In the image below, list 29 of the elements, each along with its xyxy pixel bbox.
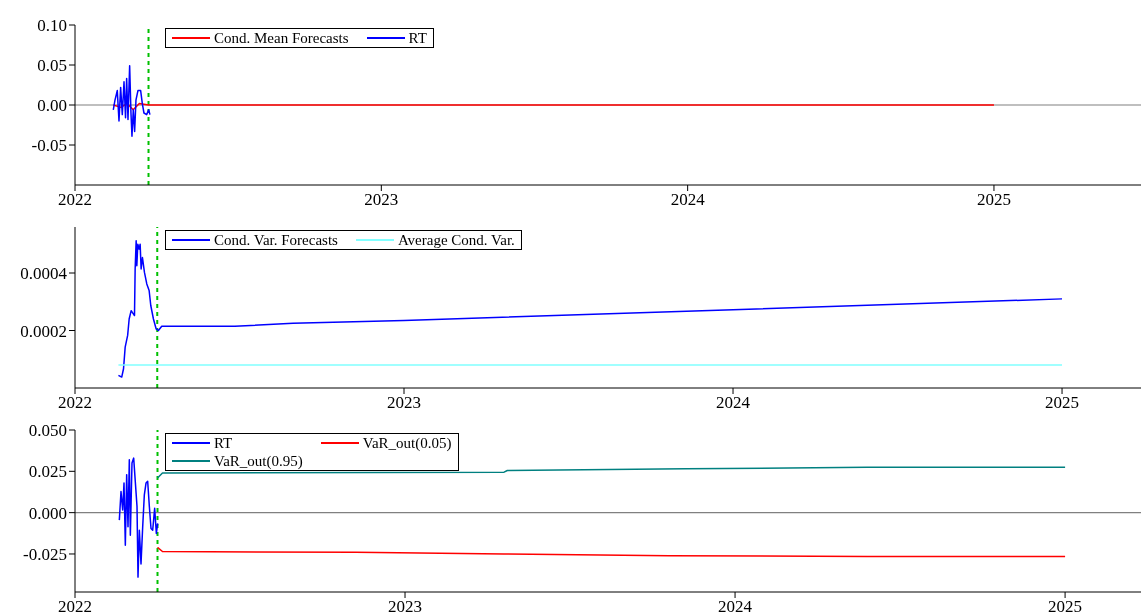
legend-label: VaR_out(0.05) — [362, 434, 452, 452]
x-tick-label: 2022 — [58, 393, 92, 413]
legend-label: VaR_out(0.95) — [214, 452, 303, 470]
x-tick-label: 2022 — [58, 190, 92, 210]
x-tick-label: 2024 — [670, 190, 706, 210]
legend-label: RT — [408, 29, 427, 47]
y-tick-label: 0.0002 — [20, 321, 67, 341]
y-tick-label: 0.00 — [37, 96, 67, 116]
x-tick-label: 2023 — [388, 597, 423, 612]
x-tick-label: 2024 — [718, 597, 753, 612]
x-tick-label: 2025 — [976, 190, 1011, 210]
y-tick-label: 0.0004 — [20, 264, 68, 284]
y-tick-label: 0.05 — [37, 56, 67, 76]
legend-label: Cond. Mean Forecasts — [214, 29, 349, 47]
y-tick-label: 0.000 — [28, 503, 67, 523]
x-tick-label: 2025 — [1045, 393, 1080, 413]
y-tick-label: -0.05 — [31, 136, 67, 156]
x-tick-label: 2024 — [716, 393, 751, 413]
legend-label: Cond. Var. Forecasts — [214, 231, 338, 249]
x-tick-label: 2023 — [387, 393, 422, 413]
y-tick-label: 0.025 — [28, 462, 67, 482]
y-tick-label: -0.025 — [23, 545, 67, 565]
legend-label: Average Cond. Var. — [397, 231, 515, 249]
y-tick-label: 0.050 — [28, 421, 67, 441]
x-tick-label: 2025 — [1048, 597, 1083, 612]
legend-label: RT — [214, 434, 233, 452]
x-tick-label: 2022 — [58, 597, 92, 612]
y-tick-label: 0.10 — [37, 16, 67, 36]
x-tick-label: 2023 — [364, 190, 399, 210]
